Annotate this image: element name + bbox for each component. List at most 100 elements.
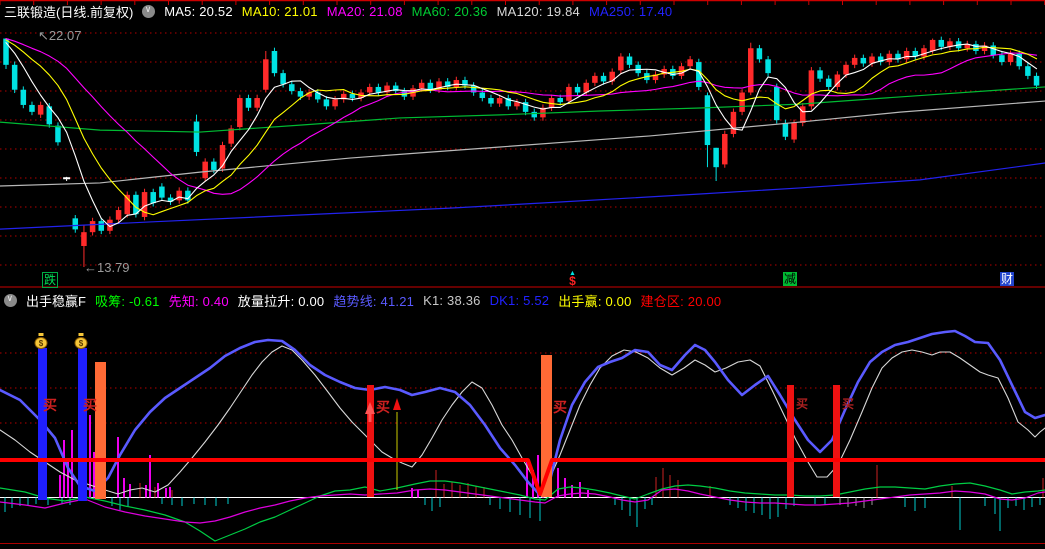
ma-legend-item: MA120: 19.84 <box>496 4 580 19</box>
chart-badge: 减 <box>783 272 798 286</box>
candlestick <box>349 93 356 99</box>
candlestick <box>176 190 182 201</box>
up-arrow-icon <box>393 398 401 410</box>
volume-surge-bar <box>541 355 552 497</box>
ma5-line <box>5 42 1038 228</box>
buy-signal-bar <box>833 385 840 497</box>
candlestick <box>739 92 745 112</box>
candlestick <box>193 121 200 152</box>
candlestick <box>574 86 581 93</box>
indicator-legend-item: K1: 38.36 <box>423 293 481 308</box>
candlestick <box>107 219 113 231</box>
candlestick <box>791 122 797 140</box>
candlestick <box>37 104 44 115</box>
candlestick <box>756 48 763 60</box>
candlestick <box>782 122 789 137</box>
candlestick <box>713 147 719 168</box>
candlestick <box>219 145 226 169</box>
candlestick <box>488 98 494 104</box>
candlestick <box>55 125 61 143</box>
indicator-legend-item: 放量拉升: 0.00 <box>237 294 325 309</box>
doji-candle <box>63 177 71 180</box>
candlestick <box>799 106 806 123</box>
trend-line <box>0 329 1045 497</box>
candlestick <box>877 56 884 63</box>
candlestick <box>3 38 9 65</box>
ma10-line <box>5 39 1038 216</box>
candlestick <box>869 56 875 64</box>
svg-text:$: $ <box>79 339 84 348</box>
buy-signal-bar <box>787 385 794 497</box>
candlestick <box>11 64 18 90</box>
up-arrow-stem <box>368 414 372 422</box>
candlestick <box>912 51 919 57</box>
buy-label: 买 <box>83 397 97 413</box>
candlestick <box>418 82 425 89</box>
candlestick <box>817 70 823 79</box>
buy-label: 买 <box>796 397 808 411</box>
candlestick <box>825 78 832 87</box>
dollar-sign: $ <box>569 274 576 288</box>
indicator-name: 出手稳赢F <box>26 294 86 309</box>
chevron-down-icon[interactable] <box>4 293 17 307</box>
candlestick <box>1016 53 1022 67</box>
dollar-marker-icon: ▲ $ <box>569 270 576 288</box>
candlestick <box>895 53 901 60</box>
candlestick <box>808 70 815 107</box>
candlestick <box>167 197 174 202</box>
candlestick <box>566 86 572 101</box>
ma-legend-item: MA5: 20.52 <box>164 4 233 19</box>
candlestick <box>453 80 460 87</box>
candlestick <box>964 44 971 49</box>
candlestick <box>436 81 442 90</box>
candlestick <box>843 64 849 75</box>
candlestick <box>981 45 988 52</box>
candlestick <box>98 221 105 231</box>
buy-label: 买 <box>376 399 390 415</box>
candlestick <box>600 75 607 82</box>
candlestick <box>903 51 910 60</box>
candlestick <box>323 99 330 107</box>
candlestick <box>947 41 953 47</box>
indicator-legend-item: DK1: 5.52 <box>489 293 550 308</box>
candlestick <box>938 39 945 47</box>
candlestick <box>289 84 295 92</box>
candlestick <box>1025 66 1031 76</box>
candlestick <box>384 85 390 93</box>
candlestick <box>522 102 529 112</box>
candlestick <box>254 98 260 108</box>
candlestick <box>444 81 451 87</box>
indicator-panel-header: 出手稳赢F 吸筹: -0.61 先知: 0.40 放量拉升: 0.00 趋势线:… <box>4 291 721 310</box>
candlestick <box>228 128 234 144</box>
candlestick <box>46 106 53 125</box>
money-bag-icon: $ <box>34 333 48 349</box>
candlestick <box>548 98 555 108</box>
candlestick <box>1033 75 1040 86</box>
candlestick <box>124 194 130 215</box>
candlestick <box>470 85 477 93</box>
main-chart-header: 三联锻造(日线.前复权) MA5: 20.52 MA10: 21.01 MA20… <box>4 2 672 21</box>
candlestick <box>332 99 338 107</box>
candlestick <box>851 57 858 65</box>
indicator-legend-item: 先知: 0.40 <box>168 294 229 309</box>
candlestick <box>886 53 893 63</box>
candlestick <box>72 218 79 230</box>
ma20-line <box>5 38 1038 195</box>
candlestick <box>150 192 156 204</box>
candlestick <box>626 56 633 65</box>
candlestick <box>375 86 382 93</box>
candlestick <box>237 98 243 128</box>
indicator-legend-item: 出手赢: 0.00 <box>558 294 632 309</box>
candlestick <box>921 48 927 57</box>
candlestick <box>696 62 702 87</box>
chevron-down-icon[interactable] <box>142 4 156 18</box>
prophet-line <box>0 488 1045 524</box>
chart-badge: 财 <box>1000 272 1015 286</box>
candlestick <box>133 194 139 215</box>
candlestick <box>392 85 399 92</box>
volume-surge-bar <box>95 362 106 499</box>
candlestick <box>834 74 841 87</box>
entry-zone-line <box>0 458 1045 496</box>
